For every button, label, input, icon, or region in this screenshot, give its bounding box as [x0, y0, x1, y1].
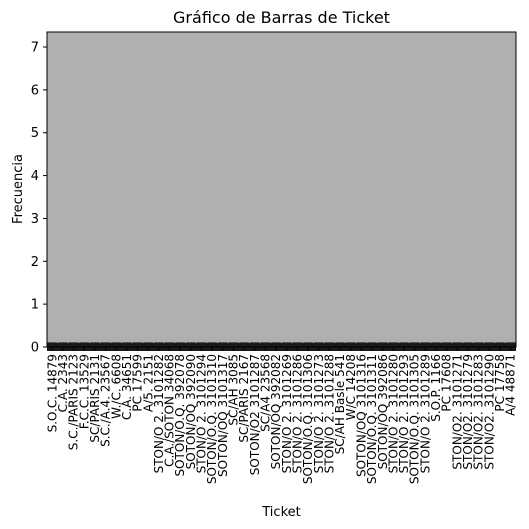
x-tick-label: SOTON/O.Q. 3101306 — [301, 354, 315, 484]
bar-mass — [47, 32, 516, 347]
x-tick-label: STON/O 2. 3101282 — [152, 354, 166, 473]
background-bars — [47, 32, 516, 347]
x-tick-label: STON/O 2. 3101289 — [418, 354, 432, 473]
x-tick-label: STON/O 2. 3101294 — [195, 354, 209, 473]
x-tick-label: SOTON/OQ 3101316 — [354, 354, 368, 477]
x-tick-label: A/5. 2151 — [141, 354, 155, 412]
x-tick-label: SOTON/OQ 3101317 — [216, 354, 230, 477]
x-tick-label: S.C./PARIS 2123 — [67, 354, 81, 450]
x-tick-label: STON/O 2. 3101286 — [290, 354, 304, 473]
x-tick-label: SOTON/OQ 392082 — [269, 354, 283, 469]
x-tick-label: STON/O 2. 3101293 — [397, 354, 411, 473]
x-tick-label: SOTON/O.Q. 3101311 — [365, 354, 379, 484]
x-tick-label: A/4 48871 — [504, 354, 518, 416]
x-axis-label: Ticket — [261, 505, 300, 520]
y-axis-label: Frecuencia — [11, 154, 26, 224]
y-tick-label: 7 — [31, 41, 39, 56]
x-tick-label: SC/A4 23568 — [259, 354, 273, 432]
y-tick-label: 5 — [31, 126, 39, 141]
y-tick-label: 3 — [31, 212, 39, 227]
x-tick-label: S.O.P. 1166 — [429, 354, 443, 422]
x-tick-label: SC/AH Basle 541 — [333, 354, 347, 454]
x-tick-label: STON/O 2. 3101280 — [386, 354, 400, 473]
y-tick-label: 0 — [31, 341, 39, 356]
x-tick-label: SOTON/O2 3101287 — [248, 354, 262, 475]
x-tick-label: STON/O2. 3101290 — [482, 354, 496, 470]
x-tick-label: C.A. 34651 — [120, 354, 134, 420]
x-tick-label: SOTON/O.Q. 3101310 — [205, 354, 219, 484]
y-tick-label: 1 — [31, 298, 39, 313]
x-tick-label: F.C.C. 13529 — [77, 354, 91, 429]
x-tick-label: PC 17758 — [493, 354, 507, 412]
x-tick-label: STON/O2. 3101283 — [472, 354, 486, 470]
y-tick-label: 4 — [31, 169, 39, 184]
chart-title: Gráfico de Barras de Ticket — [173, 8, 390, 27]
x-tick-label: SC/PARIS 2167 — [237, 354, 251, 443]
x-tick-label: C.A. 2343 — [56, 354, 70, 412]
x-tick-label: STON/O 2. 3101288 — [322, 354, 336, 473]
x-tick-label: SC/AH 3085 — [227, 354, 241, 426]
x-tick-label: SOTON/O.Q. 3101305 — [408, 354, 422, 484]
plot-frame — [46, 31, 517, 348]
x-tick-label: W/C 14208 — [344, 354, 358, 420]
x-tick-label: C.A./SOTON 34068 — [163, 354, 177, 467]
x-tick-label: S.C./A.4. 23567 — [99, 354, 113, 447]
x-tick-label: STON/O2. 3101279 — [461, 354, 475, 470]
x-tick-label: S.O.C. 14879 — [45, 354, 59, 432]
y-tick-label: 2 — [31, 255, 39, 270]
y-axis: 0 1 2 3 4 5 6 7 — [31, 41, 47, 356]
x-tick-label: PC 17608 — [440, 354, 454, 412]
x-tick-label: STON/O 2. 3101269 — [280, 354, 294, 473]
x-tick-label: W./C. 6608 — [109, 354, 123, 419]
x-tick-label: SOTON/OQ 392086 — [376, 354, 390, 469]
x-tick-label: SOTON/O.Q. 392078 — [173, 354, 187, 477]
x-tick-label: PC 17599 — [131, 354, 145, 412]
x-tick-label: SC/PARIS 2131 — [88, 354, 102, 443]
y-tick-label: 6 — [31, 83, 39, 98]
x-tick-label: STON/O 2. 3101273 — [312, 354, 326, 473]
x-tick-label: STON/O2. 3101271 — [450, 354, 464, 470]
x-tick-label: SOTON/OQ 392090 — [184, 354, 198, 469]
